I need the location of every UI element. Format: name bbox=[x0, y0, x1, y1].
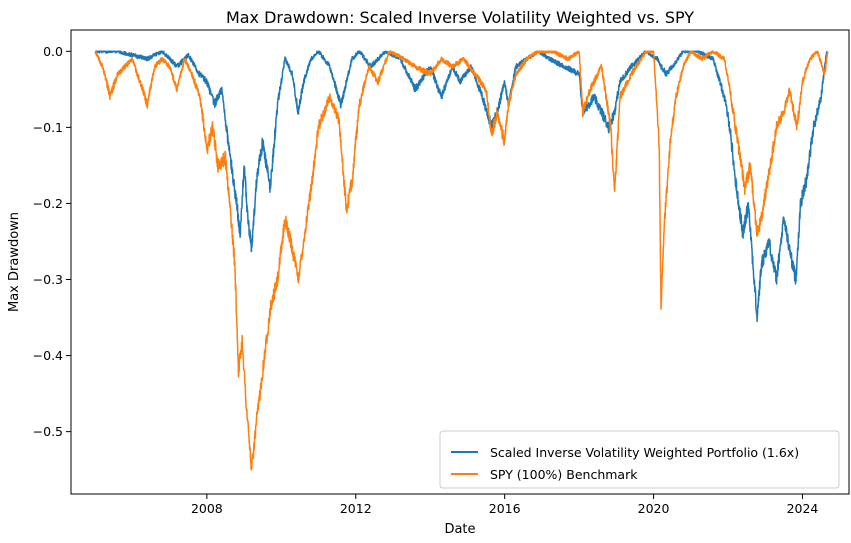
chart-title: Max Drawdown: Scaled Inverse Volatility … bbox=[226, 8, 694, 27]
series-line-0 bbox=[94, 50, 828, 323]
y-tick-label: 0.0 bbox=[43, 44, 63, 59]
y-tick-label: −0.5 bbox=[33, 424, 63, 439]
plot-area bbox=[70, 29, 850, 495]
legend-label-spy: SPY (100%) Benchmark bbox=[490, 467, 638, 482]
y-tick-label: −0.4 bbox=[33, 348, 63, 363]
series-layer bbox=[94, 50, 829, 471]
x-tick-label: 2008 bbox=[191, 501, 223, 516]
series-line-1 bbox=[94, 50, 829, 471]
y-axis: 0.0 −0.1 −0.2 −0.3 −0.4 −0.5 bbox=[33, 44, 71, 439]
x-axis: 2008 2012 2016 2020 2024 bbox=[191, 494, 818, 516]
y-tick-label: −0.2 bbox=[33, 196, 63, 211]
legend-label-portfolio: Scaled Inverse Volatility Weighted Portf… bbox=[490, 445, 799, 460]
y-tick-label: −0.1 bbox=[33, 120, 63, 135]
x-tick-label: 2020 bbox=[638, 501, 670, 516]
x-axis-label: Date bbox=[444, 522, 475, 537]
y-tick-label: −0.3 bbox=[33, 272, 63, 287]
x-tick-label: 2012 bbox=[340, 501, 372, 516]
legend-box bbox=[439, 430, 840, 489]
x-tick-label: 2024 bbox=[787, 501, 819, 516]
y-axis-label: Max Drawdown bbox=[7, 212, 22, 312]
legend: Scaled Inverse Volatility Weighted Portf… bbox=[439, 430, 840, 489]
x-tick-label: 2016 bbox=[489, 501, 521, 516]
axes-frame bbox=[70, 29, 850, 495]
